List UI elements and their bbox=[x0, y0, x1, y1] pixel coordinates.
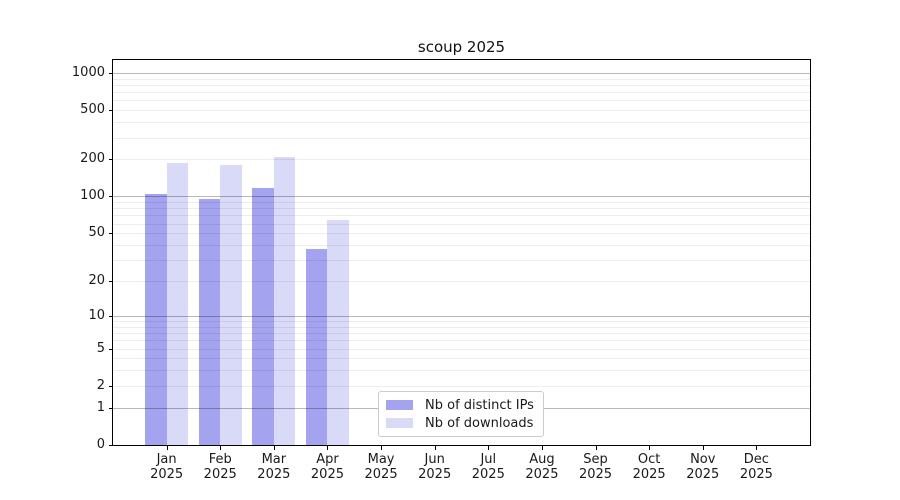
bar-apr-downloads bbox=[327, 220, 349, 445]
y-tick-label-10: 10 bbox=[88, 307, 105, 323]
x-tick-label-jul: Jul 2025 bbox=[471, 452, 505, 482]
bar-feb-distinct-ips bbox=[198, 198, 221, 445]
legend-label-distinct-ips: Nb of distinct IPs bbox=[425, 397, 534, 413]
y-tick bbox=[109, 315, 113, 317]
legend-item-downloads: Nb of downloads bbox=[386, 414, 536, 432]
y-tick-label-5: 5 bbox=[96, 340, 105, 356]
gridline-minor bbox=[113, 370, 810, 372]
x-tick bbox=[327, 446, 329, 450]
x-tick-label-oct: Oct 2025 bbox=[632, 452, 666, 482]
y-tick bbox=[109, 196, 113, 198]
x-tick bbox=[273, 446, 275, 450]
legend: Nb of distinct IPs Nb of downloads bbox=[378, 391, 544, 437]
y-tick bbox=[109, 445, 113, 446]
plot-area bbox=[112, 59, 811, 446]
x-tick-label-aug: Aug 2025 bbox=[525, 452, 559, 482]
y-tick bbox=[109, 110, 113, 112]
y-tick-label-1: 1 bbox=[96, 399, 105, 415]
gridline-major bbox=[113, 315, 810, 317]
gridline-minor bbox=[113, 326, 810, 328]
x-tick bbox=[649, 446, 651, 450]
gridline-major bbox=[113, 72, 810, 74]
x-tick-label-may: May 2025 bbox=[364, 452, 398, 482]
gridline-minor bbox=[113, 215, 810, 217]
x-tick bbox=[434, 446, 436, 450]
legend-swatch-distinct-ips bbox=[386, 400, 413, 410]
gridline-minor bbox=[113, 84, 810, 86]
y-tick bbox=[109, 233, 113, 235]
gridline-minor bbox=[113, 202, 810, 204]
x-tick-label-nov: Nov 2025 bbox=[686, 452, 720, 482]
gridline-minor bbox=[113, 245, 810, 246]
x-tick-label-apr: Apr 2025 bbox=[310, 452, 344, 482]
bar-mar-distinct-ips bbox=[252, 188, 274, 445]
y-tick-label-50: 50 bbox=[88, 225, 105, 241]
gridline-minor bbox=[113, 100, 810, 102]
gridline-minor bbox=[113, 281, 810, 283]
x-tick bbox=[166, 446, 168, 450]
gridline-minor bbox=[113, 358, 810, 360]
gridline-minor bbox=[113, 159, 810, 161]
gridline-minor bbox=[113, 92, 810, 94]
legend-item-distinct-ips: Nb of distinct IPs bbox=[386, 396, 536, 414]
legend-swatch-downloads bbox=[386, 418, 413, 428]
y-tick bbox=[109, 348, 113, 350]
x-tick bbox=[541, 446, 543, 450]
x-tick-label-sep: Sep 2025 bbox=[578, 452, 613, 482]
x-tick-label-dec: Dec 2025 bbox=[739, 452, 773, 482]
y-tick bbox=[109, 385, 113, 387]
legend-label-downloads: Nb of downloads bbox=[425, 415, 534, 431]
gridline-minor bbox=[113, 321, 810, 322]
gridline-minor bbox=[113, 233, 810, 235]
bar-mar-downloads bbox=[273, 157, 296, 445]
y-tick bbox=[109, 407, 113, 409]
x-tick bbox=[220, 446, 222, 450]
gridline-minor bbox=[113, 385, 810, 387]
y-tick bbox=[109, 281, 113, 283]
y-tick bbox=[109, 72, 113, 74]
x-tick bbox=[702, 446, 704, 450]
x-tick bbox=[595, 446, 597, 450]
y-tick-label-0: 0 bbox=[96, 437, 105, 452]
bar-jan-distinct-ips bbox=[145, 193, 167, 445]
x-tick bbox=[756, 446, 758, 450]
gridline-major bbox=[113, 196, 810, 198]
y-tick bbox=[109, 159, 113, 161]
gridline-minor bbox=[113, 348, 810, 350]
bar-apr-distinct-ips bbox=[305, 249, 328, 445]
gridline-minor bbox=[113, 223, 810, 225]
bar-feb-downloads bbox=[220, 165, 242, 445]
bar-jan-downloads bbox=[166, 163, 189, 445]
x-tick-label-feb: Feb 2025 bbox=[203, 452, 237, 482]
gridline-minor bbox=[113, 78, 810, 80]
x-tick-label-jan: Jan 2025 bbox=[150, 452, 184, 482]
y-tick-label-100: 100 bbox=[80, 188, 105, 204]
x-tick-label-jun: Jun 2025 bbox=[418, 452, 452, 482]
y-tick-label-500: 500 bbox=[80, 102, 105, 118]
x-tick-label-mar: Mar 2025 bbox=[257, 452, 291, 482]
gridline-minor bbox=[113, 122, 810, 124]
y-tick-label-2: 2 bbox=[96, 377, 105, 393]
y-tick-label-20: 20 bbox=[88, 273, 105, 289]
y-tick-label-200: 200 bbox=[80, 151, 105, 167]
gridline-minor bbox=[113, 137, 810, 139]
x-tick bbox=[488, 446, 490, 450]
y-tick-label-1000: 1000 bbox=[71, 64, 105, 80]
gridline-minor bbox=[113, 340, 810, 342]
x-tick bbox=[381, 446, 383, 450]
chart-title: scoup 2025 bbox=[417, 38, 506, 56]
gridline-minor bbox=[113, 208, 810, 210]
gridline-minor bbox=[113, 333, 810, 335]
gridline-minor bbox=[113, 260, 810, 262]
gridline-minor bbox=[113, 110, 810, 112]
